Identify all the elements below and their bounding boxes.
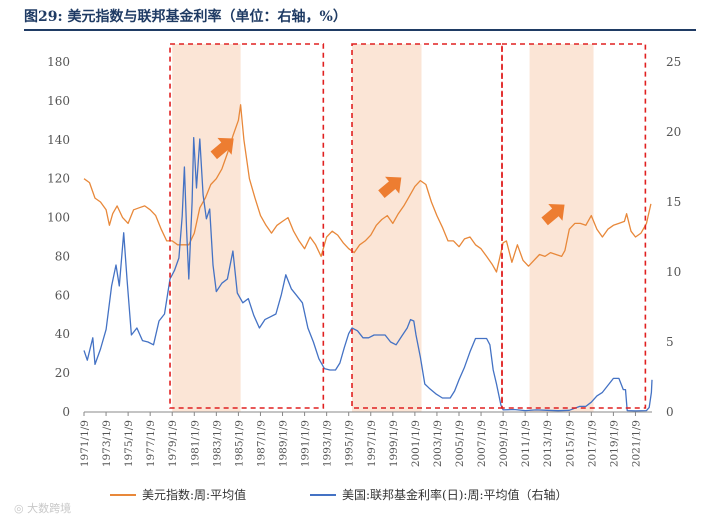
x-tick-label: 1999/1/9 — [388, 420, 400, 467]
x-tick-label: 1993/1/9 — [322, 420, 334, 467]
arrow-shape — [541, 203, 565, 226]
x-tick-label: 1995/1/9 — [344, 420, 356, 467]
arrow-shape — [210, 137, 234, 160]
dashed-box-3 — [501, 43, 647, 409]
x-tick-label: 2017/1/9 — [586, 420, 598, 467]
dashed-box-1 — [169, 43, 325, 409]
y-left-tick-label: 160 — [47, 94, 70, 108]
y-right-tick-label: 15 — [666, 195, 681, 209]
legend-swatch-ffr — [310, 493, 336, 496]
y-left-tick-label: 20 — [55, 366, 70, 380]
y-left-tick-label: 80 — [55, 249, 70, 263]
x-tick-label: 1989/1/9 — [278, 420, 290, 467]
legend-item-ffr: 美国:联邦基金利率(日):周:平均值（右轴） — [310, 486, 568, 503]
x-tick-label: 1971/1/9 — [79, 420, 91, 467]
x-tick-label: 1975/1/9 — [123, 420, 135, 467]
y-right-tick-label: 20 — [666, 125, 681, 139]
x-tick-label: 2019/1/9 — [608, 420, 620, 467]
x-tick-label: 2021/1/9 — [630, 420, 642, 467]
y-left-tick-label: 180 — [47, 55, 70, 69]
chart-title: 图29: 美元指数与联邦基金利率（单位：右轴，%） — [24, 9, 347, 25]
x-tick-label: 2005/1/9 — [454, 420, 466, 467]
up-arrow-1 — [210, 137, 234, 160]
x-tick-label: 2011/1/9 — [520, 420, 532, 467]
shaded-period-3 — [529, 44, 594, 412]
shaded-period-2 — [352, 44, 422, 412]
shaded-period-1 — [172, 44, 241, 412]
x-tick-label: 1973/1/9 — [101, 420, 113, 467]
dashed-box-2 — [351, 43, 503, 409]
y-right-tick-label: 25 — [666, 55, 681, 69]
arrow-shape — [378, 176, 402, 198]
x-tick-label: 2007/1/9 — [476, 420, 488, 467]
y-left-tick-label: 120 — [47, 172, 70, 186]
legend-label-usd: 美元指数:周:平均值 — [142, 488, 247, 502]
x-tick-label: 2001/1/9 — [410, 420, 422, 467]
series-line-fed-funds-rate — [83, 136, 653, 412]
up-arrow-2 — [378, 176, 402, 198]
x-tick-label: 1983/1/9 — [211, 420, 223, 467]
x-tick-label: 1997/1/9 — [366, 420, 378, 467]
y-left-tick-label: 100 — [47, 211, 70, 225]
y-left-tick-label: 40 — [55, 327, 70, 341]
x-tick-label: 2015/1/9 — [564, 420, 576, 467]
y-right-tick-label: 0 — [666, 405, 674, 419]
x-tick-label: 2003/1/9 — [432, 420, 444, 467]
legend-item-usd: 美元指数:周:平均值 — [110, 486, 246, 503]
y-right-tick-label: 10 — [666, 265, 681, 279]
x-tick-label: 1977/1/9 — [145, 420, 157, 467]
y-left-tick-label: 140 — [47, 133, 70, 147]
legend-label-ffr: 美国:联邦基金利率(日):周:平均值（右轴） — [342, 488, 568, 502]
x-tick-label: 1985/1/9 — [233, 420, 245, 467]
y-left-tick-label: 0 — [62, 405, 70, 419]
up-arrow-3 — [541, 203, 565, 226]
series-line-usd-index — [83, 104, 652, 273]
watermark: ◎ 大数跨境 — [14, 502, 72, 515]
x-tick-label: 1979/1/9 — [167, 420, 179, 467]
legend-swatch-usd — [110, 493, 136, 496]
x-tick-label: 1981/1/9 — [189, 420, 201, 467]
x-tick-label: 1987/1/9 — [255, 420, 267, 467]
y-left-tick-label: 60 — [55, 288, 70, 302]
x-tick-label: 2013/1/9 — [542, 420, 554, 467]
x-tick-label: 1991/1/9 — [300, 420, 312, 467]
y-right-tick-label: 5 — [666, 335, 674, 349]
x-tick-label: 2009/1/9 — [498, 420, 510, 467]
title-rule — [24, 29, 696, 31]
